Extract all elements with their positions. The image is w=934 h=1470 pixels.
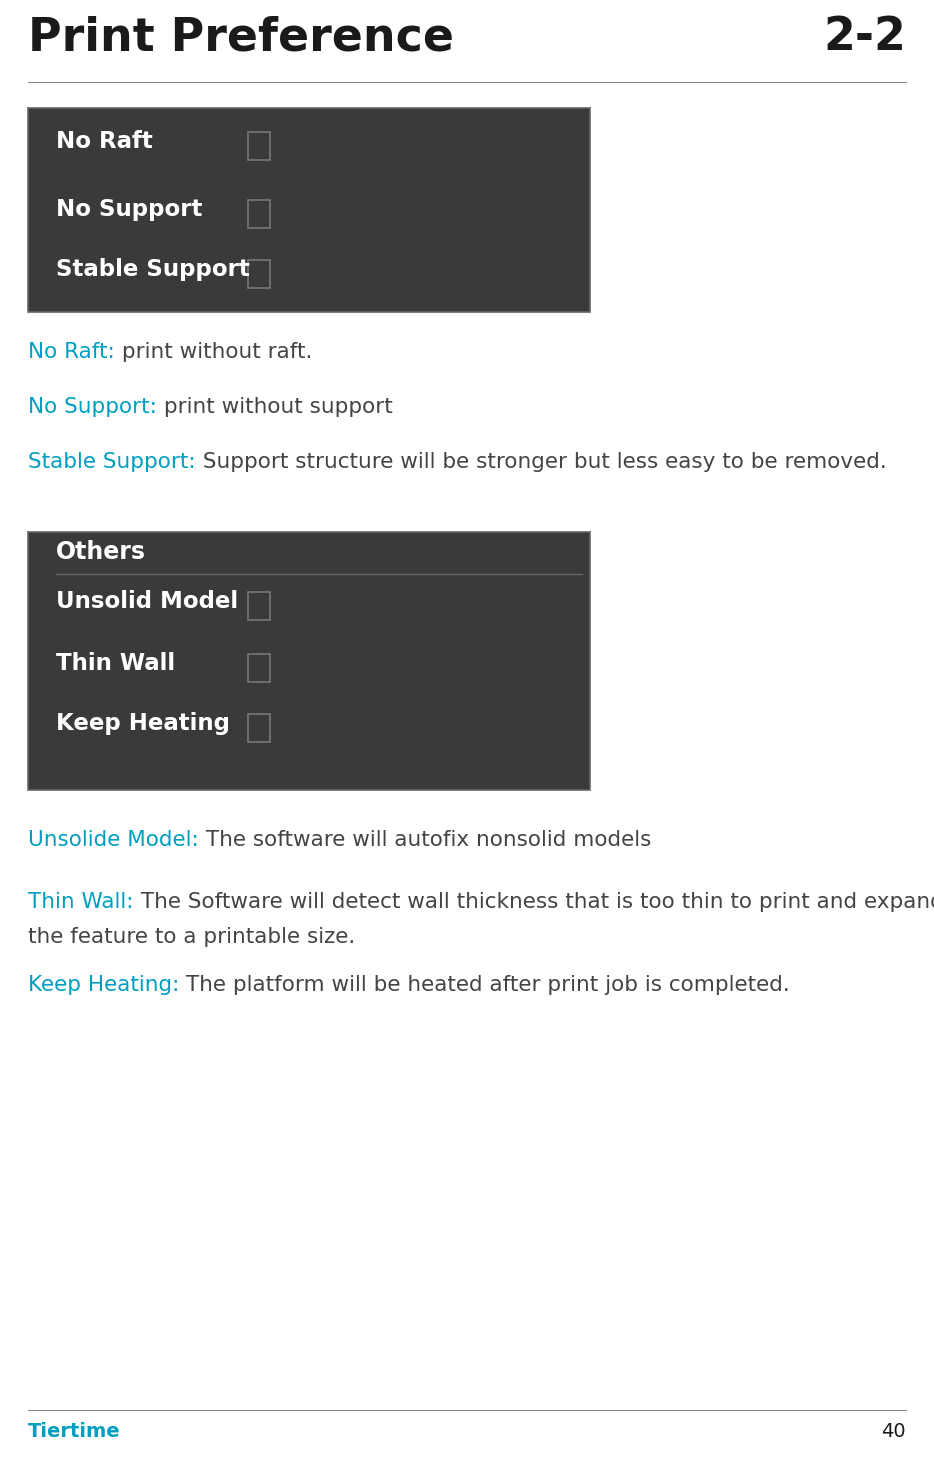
Text: print without support: print without support bbox=[157, 397, 392, 417]
Text: Keep Heating: Keep Heating bbox=[56, 711, 230, 735]
Text: 40: 40 bbox=[882, 1421, 906, 1441]
Bar bbox=[248, 260, 270, 288]
Text: No Raft:: No Raft: bbox=[28, 343, 115, 362]
Text: No Support:: No Support: bbox=[28, 397, 157, 417]
Text: Unsolide Model:: Unsolide Model: bbox=[28, 831, 199, 850]
Text: Unsolid Model: Unsolid Model bbox=[56, 589, 238, 613]
Text: Tiertime: Tiertime bbox=[28, 1421, 120, 1441]
Text: Others: Others bbox=[56, 539, 146, 564]
Text: The platform will be heated after print job is completed.: The platform will be heated after print … bbox=[179, 975, 790, 995]
Text: The software will autofix nonsolid models: The software will autofix nonsolid model… bbox=[199, 831, 651, 850]
Bar bbox=[28, 107, 590, 312]
Text: The Software will detect wall thickness that is too thin to print and expand: The Software will detect wall thickness … bbox=[134, 892, 934, 911]
Text: No Support: No Support bbox=[56, 198, 203, 220]
Bar bbox=[248, 592, 270, 620]
Bar bbox=[248, 132, 270, 160]
Text: 2-2: 2-2 bbox=[823, 15, 906, 60]
Text: Thin Wall:: Thin Wall: bbox=[28, 892, 134, 911]
Text: Thin Wall: Thin Wall bbox=[56, 653, 176, 675]
Text: Print Preference: Print Preference bbox=[28, 15, 454, 60]
Bar bbox=[248, 200, 270, 228]
Bar bbox=[248, 714, 270, 742]
Text: No Raft: No Raft bbox=[56, 129, 153, 153]
Text: the feature to a printable size.: the feature to a printable size. bbox=[28, 928, 355, 947]
Text: Support structure will be stronger but less easy to be removed.: Support structure will be stronger but l… bbox=[195, 451, 886, 472]
Text: print without raft.: print without raft. bbox=[115, 343, 312, 362]
Bar bbox=[248, 654, 270, 682]
Text: Stable Support:: Stable Support: bbox=[28, 451, 195, 472]
Bar bbox=[28, 532, 590, 789]
Text: Keep Heating:: Keep Heating: bbox=[28, 975, 179, 995]
Text: Stable Support: Stable Support bbox=[56, 259, 249, 281]
